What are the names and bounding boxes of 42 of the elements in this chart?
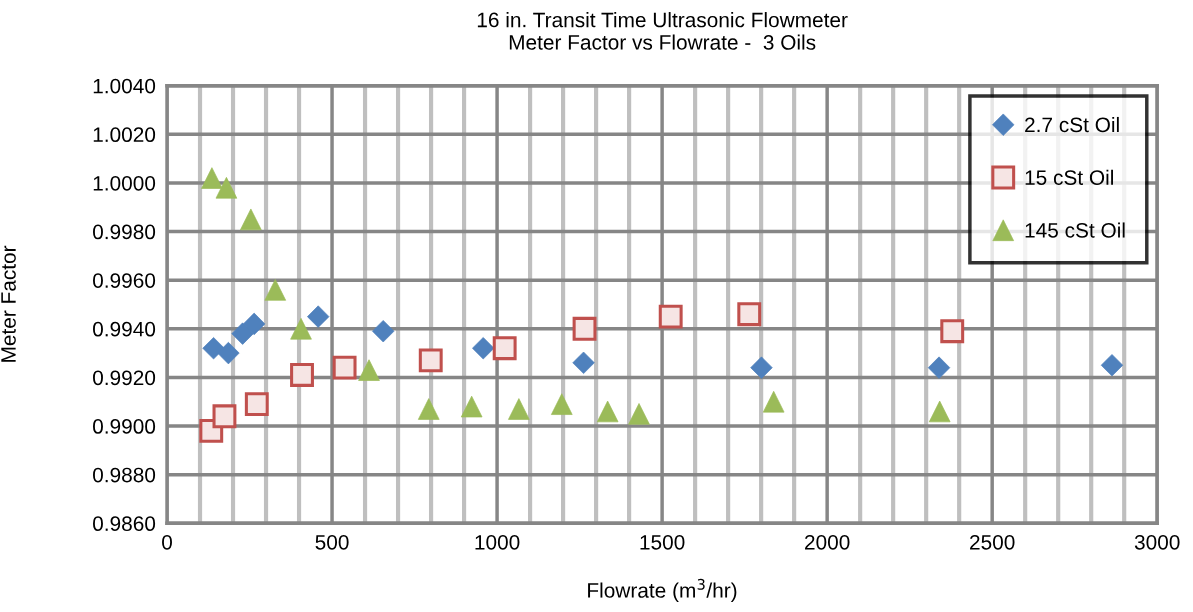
point (658, 304, 683, 329)
x-axis-title: Flowrate (m$^{3}$/hr) (588, 578, 737, 602)
point (750, 356, 773, 379)
x-tick-label: 0 (162, 534, 172, 550)
legend-label: 2.7 cSt Oil (1025, 116, 1119, 133)
x-tick-label: 500 (315, 534, 349, 550)
point (243, 312, 266, 336)
y-tick-label: 0.9960 (93, 273, 156, 288)
x-tick-label: 1500 (640, 534, 685, 550)
x-tick-label: 2000 (805, 534, 850, 550)
point (212, 404, 237, 429)
point (332, 355, 357, 380)
point (940, 319, 965, 344)
legend-label: 15 cSt Oil (1025, 169, 1113, 185)
point (202, 337, 225, 360)
x-tick-label: 1000 (475, 534, 520, 550)
x-tick-label: 3000 (1134, 534, 1180, 550)
point (1100, 354, 1124, 377)
y-axis-title: Meter Factor (1, 245, 16, 362)
point (418, 348, 443, 373)
point (460, 395, 483, 418)
y-tick-label: 1.0000 (93, 175, 156, 191)
point (240, 208, 262, 231)
y-tick-label: 0.9880 (93, 467, 156, 483)
point (472, 337, 495, 360)
y-tick-label: 0.9860 (93, 516, 156, 532)
point (928, 400, 951, 423)
point (372, 320, 395, 343)
point (737, 302, 762, 327)
legend-label: 145 cSt Oil (1025, 222, 1125, 238)
point (572, 316, 597, 341)
y-tick-label: 1.0020 (93, 127, 156, 143)
x-tick-label: 2500 (970, 534, 1015, 550)
point (244, 392, 269, 417)
y-tick-label: 1.0040 (93, 78, 156, 94)
point (290, 363, 314, 387)
y-tick-label: 0.9900 (93, 419, 156, 434)
point (492, 336, 517, 361)
chart-title: 16 in. Transit Time Ultrasonic Flowmeter Meter Factor vs Flowrate - 3 Oils (477, 12, 848, 50)
y-tick-label: 0.9920 (93, 370, 156, 386)
y-tick-label: 0.9940 (93, 321, 156, 337)
y-tick-label: 0.9980 (93, 224, 156, 240)
